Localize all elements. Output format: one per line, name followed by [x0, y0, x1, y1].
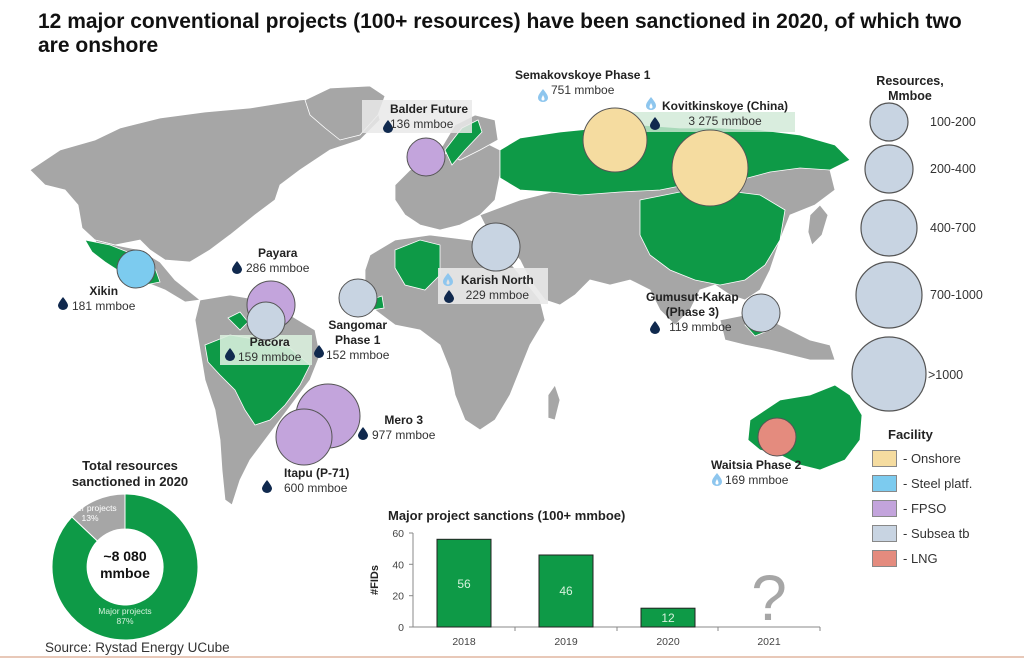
project-label-pacora: Pacora 159 mmboe [238, 335, 302, 364]
oil-drop-icon [58, 297, 68, 310]
subsea-swatch [872, 525, 897, 542]
project-label-gumusut-kakap: Gumusut-Kakap (Phase 3) 119 mmboe [646, 290, 739, 334]
project-label-sangomar: Sangomar Phase 1 152 mmboe [326, 318, 390, 362]
size-legend-bubbles [851, 102, 927, 412]
facility-legend-onshore: - Onshore [872, 446, 972, 471]
bubble-xikin [116, 249, 156, 289]
facility-legend-steel-platform: - Steel platf. [872, 471, 972, 496]
x-tick: 2021 [757, 636, 781, 648]
world-map [29, 85, 927, 506]
y-tick: 60 [392, 528, 404, 540]
facility-legend-fpso: - FPSO [872, 496, 972, 521]
bar-2019 [538, 554, 594, 628]
project-bubbles [116, 107, 797, 466]
donut-slice-other [71, 493, 126, 542]
unknown-2021-marker: ? [751, 562, 787, 634]
size-legend-label: 400-700 [930, 221, 976, 235]
bubble-sangomar [338, 278, 378, 318]
project-label-itapu: Itapu (P-71) 600 mmboe [284, 466, 350, 495]
facility-legend-subsea: - Subsea tb [872, 521, 972, 546]
size-legend-label: 100-200 [930, 115, 976, 129]
size-legend-label: 700-1000 [930, 288, 983, 302]
donut-slice-major [51, 493, 199, 641]
bar-chart-title: Major project sanctions (100+ mmboe) [388, 508, 626, 523]
y-tick: 20 [392, 591, 404, 603]
size-legend-label: 200-400 [930, 162, 976, 176]
facility-legend: Facility - Onshore - Steel platf. - FPSO… [872, 427, 972, 571]
donut-label-other: Other projects 13% [63, 503, 117, 523]
bar-value-label: 12 [661, 611, 675, 625]
onshore-swatch [872, 450, 897, 467]
bubble-karish-north [471, 222, 521, 272]
project-label-kovitkinskoye: Kovitkinskoye (China) 3 275 mmboe [662, 99, 789, 128]
bar-2018 [436, 538, 492, 628]
gas-flame-icon [646, 97, 656, 110]
oil-drop-icon [232, 261, 242, 274]
size-legend-title: Resources, Mmboe [876, 74, 944, 103]
lng-swatch [872, 550, 897, 567]
bar-2020 [640, 607, 696, 628]
oil-drop-icon [358, 427, 368, 440]
project-label-karish-north: Karish North 229 mmboe [461, 273, 534, 302]
bubble-pacora [246, 301, 286, 341]
oil-drop-icon [262, 480, 272, 493]
donut-chart [51, 493, 199, 641]
page-title: 12 major conventional projects (100+ res… [38, 10, 962, 57]
bubble-semakovskoye [582, 107, 648, 173]
y-tick: 0 [398, 622, 404, 634]
x-tick: 2018 [452, 636, 476, 648]
bubble-gumusut-kakap [741, 293, 781, 333]
country-algeria [394, 239, 441, 291]
steel-platform-swatch [872, 475, 897, 492]
bubble-itapu [275, 408, 333, 466]
source-note: Source: Rystad Energy UCube [45, 640, 230, 655]
project-label-semakovskoye: Semakovskoye Phase 1 751 mmboe [515, 68, 651, 97]
donut-title: Total resources sanctioned in 2020 [71, 458, 189, 489]
bottom-border [0, 656, 1024, 658]
fpso-swatch [872, 500, 897, 517]
project-label-mero-3: Mero 3 977 mmboe [372, 413, 436, 442]
donut-label-major: Major projects 87% [98, 606, 152, 626]
x-tick: 2020 [656, 636, 680, 648]
bar-value-label: 56 [457, 577, 471, 591]
donut-center-text: ~8 080 mmboe [100, 548, 150, 581]
facility-legend-lng: - LNG [872, 546, 972, 571]
y-tick: 40 [392, 559, 404, 571]
project-label-xikin: Xikin 181 mmboe [72, 284, 136, 313]
bubble-waitsia [757, 417, 797, 457]
project-label-waitsia: Waitsia Phase 2 169 mmboe [711, 458, 802, 487]
y-axis-label: #FIDs [370, 565, 381, 595]
project-label-balder-future: Balder Future 136 mmboe [390, 102, 469, 131]
bubble-kovitkinskoye [671, 129, 749, 207]
project-label-payara: Payara 286 mmboe [246, 246, 310, 275]
bar-value-label: 46 [559, 584, 573, 598]
bubble-balder-future [406, 137, 446, 177]
bar-chart: 0 20 40 60 #FIDs 56 46 12 ? 2018 2019 20… [370, 528, 821, 648]
x-tick: 2019 [554, 636, 578, 648]
size-legend-label: >1000 [928, 368, 964, 382]
